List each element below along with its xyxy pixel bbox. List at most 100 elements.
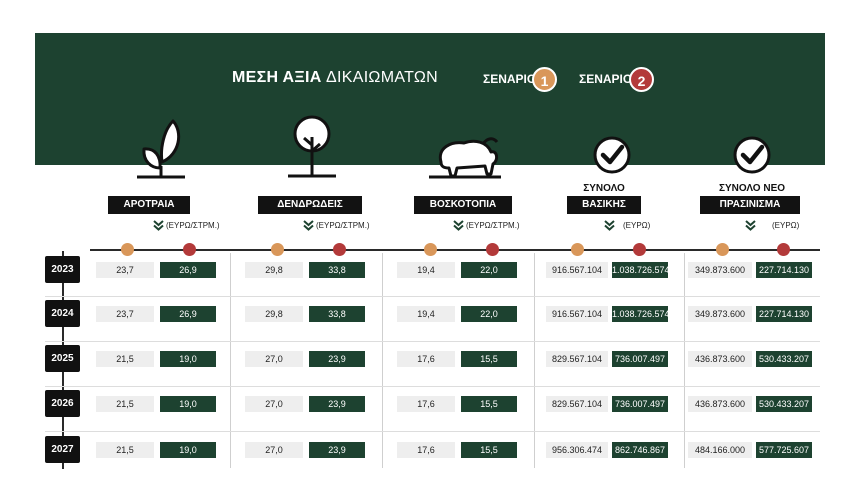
scenario1-dot <box>121 243 134 256</box>
scenario1-value: 29,8 <box>245 306 303 322</box>
scenario2-value: 736.007.497 <box>612 351 668 367</box>
column-unit: (ΕΥΡΩ/ΣΤΡΜ.) <box>166 221 220 230</box>
column-label-arable: ΑΡΟΤΡΑΙΑ <box>108 196 190 214</box>
column-label-basic: ΒΑΣΙΚΗΣ <box>567 196 641 214</box>
scenario1-value: 484.166.000 <box>688 442 752 458</box>
column-separator <box>684 253 685 468</box>
scenario2-dot <box>633 243 646 256</box>
scenario1-value: 829.567.104 <box>546 396 608 412</box>
scenario2-badge: 2 <box>629 67 654 92</box>
scenario2-value: 23,9 <box>309 351 365 367</box>
scenario2-value: 23,9 <box>309 442 365 458</box>
scenario2-value: 1.038.726.574 <box>612 306 670 322</box>
sheep-icon <box>429 137 501 179</box>
scenario1-badge: 1 <box>532 67 557 92</box>
chevron-down-icon <box>745 220 756 231</box>
scenario1-value: 436.873.600 <box>688 396 752 412</box>
scenario2-value: 15,5 <box>461 442 517 458</box>
chevron-down-icon <box>604 220 615 231</box>
year-label: 2025 <box>45 345 80 372</box>
column-separator <box>382 253 383 468</box>
row-divider <box>45 431 820 432</box>
scenario2-value: 19,0 <box>160 442 216 458</box>
scenario2-dot <box>486 243 499 256</box>
scenario1-value: 349.873.600 <box>688 262 752 278</box>
scenario1-value: 23,7 <box>96 262 154 278</box>
scenario2-value: 33,8 <box>309 262 365 278</box>
column-unit: (ΕΥΡΩ) <box>772 221 800 230</box>
scenario2-dot <box>333 243 346 256</box>
tree-icon <box>288 115 336 178</box>
header-axis-line <box>90 249 820 251</box>
scenario2-dot <box>183 243 196 256</box>
year-label: 2026 <box>45 390 80 417</box>
column-unit: (ΕΥΡΩ/ΣΤΡΜ.) <box>316 221 370 230</box>
page-title: ΜΕΣΗ ΑΞΙΑ ΔΙΚΑΙΩΜΑΤΩΝ <box>232 69 438 87</box>
scenario2-value: 227.714.130 <box>756 262 812 278</box>
scenario2-label: ΣΕΝΑΡΙΟ <box>579 72 633 86</box>
column-label-total-top: ΣΥΝΟΛΟ <box>583 183 625 194</box>
scenario2-value: 862.746.867 <box>612 442 668 458</box>
scenario1-value: 349.873.600 <box>688 306 752 322</box>
scenario1-value: 17,6 <box>397 351 455 367</box>
scenario2-value: 736.007.497 <box>612 396 668 412</box>
scenario2-value: 15,5 <box>461 396 517 412</box>
check-icon <box>593 136 631 174</box>
scenario1-dot <box>271 243 284 256</box>
scenario1-value: 916.567.104 <box>546 262 608 278</box>
scenario1-value: 19,4 <box>397 262 455 278</box>
row-divider <box>45 386 820 387</box>
column-separator <box>534 253 535 468</box>
scenario1-value: 19,4 <box>397 306 455 322</box>
scenario2-value: 19,0 <box>160 396 216 412</box>
scenario2-value: 23,9 <box>309 396 365 412</box>
scenario2-value: 1.038.726.574 <box>612 262 670 278</box>
scenario1-value: 21,5 <box>96 351 154 367</box>
year-label: 2023 <box>45 256 80 283</box>
scenario1-value: 21,5 <box>96 396 154 412</box>
scenario1-value: 27,0 <box>245 396 303 412</box>
column-unit: (ΕΥΡΩ/ΣΤΡΜ.) <box>466 221 520 230</box>
scenario1-label: ΣΕΝΑΡΙΟ <box>483 72 537 86</box>
scenario1-dot <box>571 243 584 256</box>
scenario2-value: 227.714.130 <box>756 306 812 322</box>
scenario1-dot <box>424 243 437 256</box>
title-rest: ΔΙΚΑΙΩΜΑΤΩΝ <box>326 69 439 86</box>
year-label: 2027 <box>45 436 80 463</box>
check-icon <box>733 136 771 174</box>
column-label-trees: ΔΕΝΔΡΩΔΕΙΣ <box>258 196 362 214</box>
scenario2-value: 22,0 <box>461 306 517 322</box>
scenario2-dot <box>777 243 790 256</box>
scenario1-value: 17,6 <box>397 442 455 458</box>
scenario2-value: 26,9 <box>160 306 216 322</box>
title-bold: ΜΕΣΗ ΑΞΙΑ <box>232 69 322 86</box>
scenario2-value: 530.433.207 <box>756 351 812 367</box>
scenario1-value: 436.873.600 <box>688 351 752 367</box>
year-label: 2024 <box>45 300 80 327</box>
scenario2-value: 530.433.207 <box>756 396 812 412</box>
column-label-greening: ΠΡΑΣΙΝΙΣΜΑ <box>700 196 800 214</box>
scenario2-value: 15,5 <box>461 351 517 367</box>
chevron-down-icon <box>153 220 164 231</box>
scenario1-value: 27,0 <box>245 442 303 458</box>
column-unit: (ΕΥΡΩ) <box>623 221 651 230</box>
chevron-down-icon <box>453 220 464 231</box>
scenario2-value: 22,0 <box>461 262 517 278</box>
row-divider <box>45 341 820 342</box>
scenario2-value: 33,8 <box>309 306 365 322</box>
scenario1-value: 23,7 <box>96 306 154 322</box>
scenario2-value: 26,9 <box>160 262 216 278</box>
scenario1-value: 21,5 <box>96 442 154 458</box>
scenario2-value: 577.725.607 <box>756 442 812 458</box>
scenario1-value: 956.306.474 <box>546 442 608 458</box>
scenario1-value: 829.567.104 <box>546 351 608 367</box>
scenario1-dot <box>716 243 729 256</box>
scenario1-value: 17,6 <box>397 396 455 412</box>
scenario1-value: 29,8 <box>245 262 303 278</box>
scenario1-value: 27,0 <box>245 351 303 367</box>
column-separator <box>230 253 231 468</box>
row-divider <box>45 296 820 297</box>
sprout-icon <box>137 119 185 179</box>
column-label-new-total-top: ΣΥΝΟΛΟ ΝΕΟ <box>718 183 786 194</box>
